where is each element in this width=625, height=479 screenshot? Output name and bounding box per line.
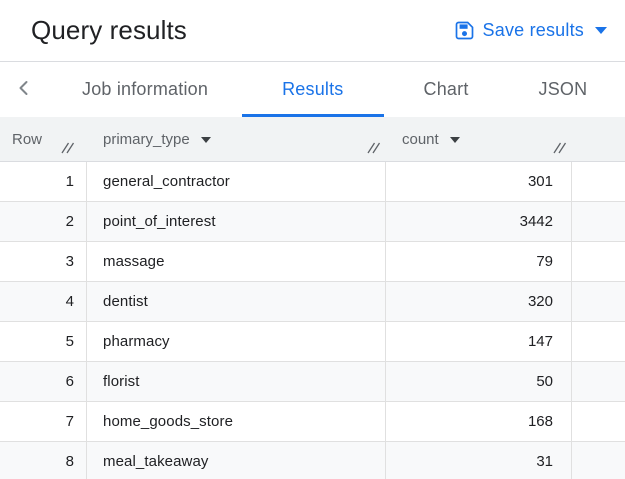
row-number-cell: 5 [0, 322, 87, 361]
column-resize-handle-icon[interactable] [60, 141, 75, 158]
count-cell: 320 [386, 282, 572, 321]
table-row: 3 massage 79 [0, 242, 625, 282]
table-row: 1 general_contractor 301 [0, 162, 625, 202]
filler-cell [572, 202, 625, 241]
count-cell: 3442 [386, 202, 572, 241]
filler-cell [572, 362, 625, 401]
table-row: 5 pharmacy 147 [0, 322, 625, 362]
tab-chart[interactable]: Chart [384, 62, 509, 117]
count-cell: 168 [386, 402, 572, 441]
column-label-count: count [402, 130, 439, 148]
primary-type-cell: massage [87, 242, 386, 281]
primary-type-cell: florist [87, 362, 386, 401]
save-results-caret-icon [595, 27, 607, 34]
count-cell: 79 [386, 242, 572, 281]
save-results-button[interactable]: Save results [455, 20, 607, 41]
count-cell: 50 [386, 362, 572, 401]
primary-type-cell: general_contractor [87, 162, 386, 201]
save-results-label: Save results [482, 20, 584, 40]
column-header-filler [572, 117, 625, 161]
row-number-cell: 2 [0, 202, 87, 241]
table-row: 7 home_goods_store 168 [0, 402, 625, 442]
count-cell: 147 [386, 322, 572, 361]
table-row: 4 dentist 320 [0, 282, 625, 322]
tab-results[interactable]: Results [242, 62, 384, 117]
filler-cell [572, 282, 625, 321]
column-label-primary-type: primary_type [103, 130, 190, 148]
tabs-scroll-left-button[interactable] [0, 62, 48, 117]
row-number-cell: 7 [0, 402, 87, 441]
primary-type-cell: dentist [87, 282, 386, 321]
results-tab-bar: Job information Results Chart JSON [0, 62, 625, 117]
tab-job-information[interactable]: Job information [48, 62, 242, 117]
column-label-row: Row [12, 130, 43, 148]
table-row: 6 florist 50 [0, 362, 625, 402]
row-number-cell: 1 [0, 162, 87, 201]
column-menu-caret-icon[interactable] [200, 137, 211, 143]
results-table: Row primary_type count [0, 117, 625, 479]
row-number-cell: 3 [0, 242, 87, 281]
filler-cell [572, 322, 625, 361]
filler-cell [572, 242, 625, 281]
primary-type-cell: home_goods_store [87, 402, 386, 441]
primary-type-cell: meal_takeaway [87, 442, 386, 479]
primary-type-cell: pharmacy [87, 322, 386, 361]
save-icon [455, 21, 474, 40]
filler-cell [572, 162, 625, 201]
count-cell: 301 [386, 162, 572, 201]
chevron-left-icon [14, 78, 34, 101]
row-number-cell: 6 [0, 362, 87, 401]
column-header-primary-type[interactable]: primary_type [87, 117, 386, 161]
row-number-cell: 8 [0, 442, 87, 479]
table-row: 8 meal_takeaway 31 [0, 442, 625, 479]
filler-cell [572, 442, 625, 479]
query-results-header: Query results Save results [0, 0, 625, 62]
results-table-header: Row primary_type count [0, 117, 625, 162]
row-number-cell: 4 [0, 282, 87, 321]
primary-type-cell: point_of_interest [87, 202, 386, 241]
results-table-body: 1 general_contractor 301 2 point_of_inte… [0, 162, 625, 479]
column-resize-handle-icon[interactable] [366, 141, 381, 158]
count-cell: 31 [386, 442, 572, 479]
column-menu-caret-icon[interactable] [449, 137, 460, 143]
column-header-row[interactable]: Row [0, 117, 87, 161]
column-resize-handle-icon[interactable] [552, 141, 567, 158]
page-title: Query results [31, 15, 187, 45]
tab-json[interactable]: JSON [509, 62, 618, 117]
filler-cell [572, 402, 625, 441]
table-row: 2 point_of_interest 3442 [0, 202, 625, 242]
column-header-count[interactable]: count [386, 117, 572, 161]
